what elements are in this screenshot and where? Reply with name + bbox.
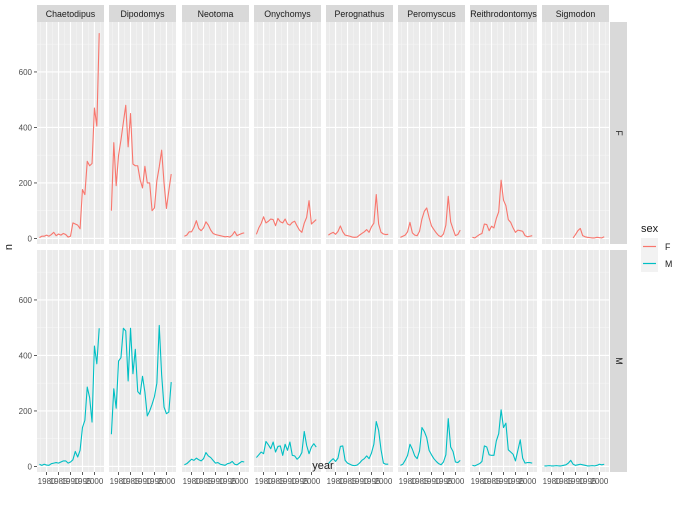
facet-strip-neotoma <box>182 5 249 22</box>
series-line-onychomys-m <box>255 430 317 460</box>
facet-strip-peromyscus <box>398 5 465 22</box>
x-tick-label: 1990 <box>495 477 513 486</box>
y-tick-label: 0 <box>28 462 33 471</box>
x-tick-label: 2000 <box>231 477 249 486</box>
series-line-sigmodon-m <box>544 459 605 467</box>
series-line-peromyscus-m <box>400 418 461 466</box>
x-tick-label: 1980 <box>255 477 273 486</box>
series-line-neotoma-m <box>184 452 245 466</box>
series-line-peromyscus-f <box>400 195 461 238</box>
x-tick-label: 1985 <box>50 477 68 486</box>
legend-label: M <box>665 259 672 269</box>
x-tick-label: 1990 <box>207 477 225 486</box>
y-tick-label: 200 <box>19 407 33 416</box>
row-strip-label: F <box>614 130 624 136</box>
x-tick-label: 1990 <box>423 477 441 486</box>
facet-strip-label: Reithrodontomys <box>470 9 537 19</box>
x-tick-label: 1985 <box>483 477 501 486</box>
x-tick-label: 1995 <box>507 477 525 486</box>
x-tick-label: 2000 <box>303 477 321 486</box>
y-axis-title: n <box>3 244 15 250</box>
facet-strip-reithrodontomys <box>470 5 537 22</box>
facet-strip-perognathus <box>326 5 393 22</box>
x-tick-label: 1980 <box>327 477 345 486</box>
x-tick-label: 1980 <box>38 477 56 486</box>
x-tick-label: 2000 <box>86 477 104 486</box>
y-tick-label: 400 <box>19 123 33 132</box>
x-tick-label: 2000 <box>591 477 609 486</box>
x-tick-label: 2000 <box>519 477 537 486</box>
x-tick-label: 1990 <box>279 477 297 486</box>
y-tick-label: 600 <box>19 68 33 77</box>
x-tick-label: 1985 <box>195 477 213 486</box>
x-tick-label: 1985 <box>122 477 140 486</box>
x-tick-label: 1995 <box>579 477 597 486</box>
x-tick-label: 1985 <box>411 477 429 486</box>
x-tick-label: 1980 <box>399 477 417 486</box>
legend-label: F <box>665 242 671 252</box>
x-tick-label: 1995 <box>363 477 381 486</box>
x-tick-label: 1990 <box>351 477 369 486</box>
series-line-reithrodontomys-m <box>472 409 533 467</box>
x-tick-label: 1990 <box>567 477 585 486</box>
x-tick-label: 1980 <box>543 477 561 486</box>
series-line-onychomys-f <box>255 200 317 235</box>
x-tick-label: 1980 <box>110 477 128 486</box>
series-line-perognathus-f <box>328 194 389 238</box>
facet-strip-onychomys <box>254 5 321 22</box>
series-line-chaetodipus-f <box>39 33 100 239</box>
x-tick-label: 2000 <box>158 477 176 486</box>
x-tick-label: 1995 <box>435 477 453 486</box>
facet-strip-sigmodon <box>542 5 609 22</box>
facet-strip-chaetodipus <box>37 5 104 22</box>
series-line-dipodomys-f <box>110 104 172 212</box>
series-line-perognathus-m <box>327 420 389 467</box>
y-tick-label: 200 <box>19 179 33 188</box>
facet-strip-label: Onychomys <box>264 9 311 19</box>
facet-strip-dipodomys <box>109 5 176 22</box>
facet-strip-label: Chaetodipus <box>46 9 96 19</box>
x-tick-label: 1995 <box>146 477 164 486</box>
x-tick-label: 1990 <box>134 477 152 486</box>
y-tick-label: 0 <box>28 234 33 243</box>
x-tick-label: 1980 <box>183 477 201 486</box>
series-line-dipodomys-m <box>110 324 172 435</box>
x-tick-label: 1995 <box>219 477 237 486</box>
facet-strip-label: Sigmodon <box>556 9 596 19</box>
y-tick-label: 600 <box>19 296 33 305</box>
series-line-sigmodon-f <box>572 227 605 239</box>
row-strip-m <box>610 250 627 472</box>
series-line-neotoma-f <box>184 220 245 238</box>
facet-strip-label: Perognathus <box>335 9 385 19</box>
x-tick-label: 2000 <box>375 477 393 486</box>
x-tick-label: 2000 <box>447 477 465 486</box>
row-strip-f <box>610 22 627 244</box>
x-tick-label: 1980 <box>471 477 489 486</box>
x-tick-label: 1990 <box>62 477 80 486</box>
facet-strip-label: Dipodomys <box>120 9 165 19</box>
x-tick-label: 1985 <box>339 477 357 486</box>
row-strip-label: M <box>614 357 624 364</box>
x-axis-title: year <box>312 460 334 472</box>
x-tick-label: 1995 <box>291 477 309 486</box>
series-line-chaetodipus-m <box>39 328 100 466</box>
facet-strip-label: Neotoma <box>198 9 234 19</box>
facet-strip-label: Peromyscus <box>407 9 456 19</box>
x-tick-label: 1985 <box>267 477 285 486</box>
series-line-reithrodontomys-f <box>472 179 533 239</box>
x-tick-label: 1995 <box>74 477 92 486</box>
x-tick-label: 1985 <box>555 477 573 486</box>
y-tick-label: 400 <box>19 351 33 360</box>
legend-title: sex <box>641 223 659 235</box>
